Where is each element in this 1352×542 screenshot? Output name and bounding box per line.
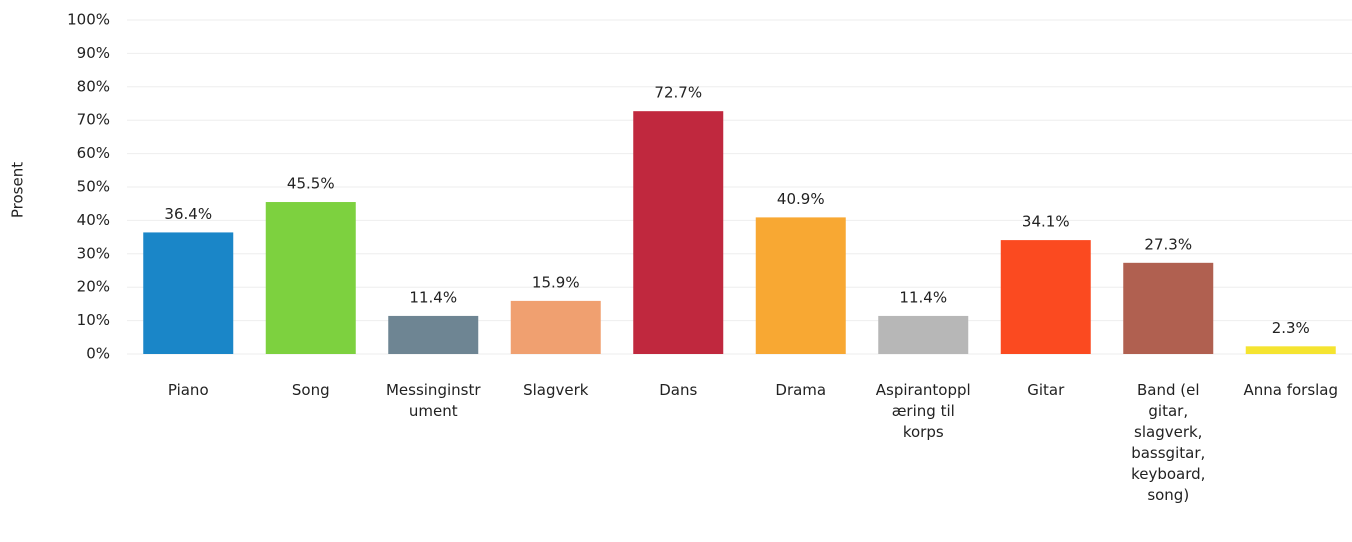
data-label: 27.3% bbox=[1144, 235, 1192, 253]
x-tick-label: Slagverk bbox=[523, 381, 589, 399]
data-label: 11.4% bbox=[409, 288, 457, 306]
y-tick-label: 20% bbox=[77, 278, 110, 296]
data-label: 40.9% bbox=[777, 190, 825, 208]
bar bbox=[510, 300, 601, 354]
x-tick-label: Band (el gitar, slagverk, bassgitar, key… bbox=[1131, 381, 1206, 504]
x-tick-label: Anna forslag bbox=[1243, 381, 1339, 399]
bar bbox=[755, 217, 846, 354]
x-tick-label: Messinginstrument bbox=[385, 381, 481, 420]
bar bbox=[1245, 346, 1336, 354]
data-label: 11.4% bbox=[899, 288, 947, 306]
data-label: 45.5% bbox=[287, 175, 335, 193]
bar bbox=[388, 315, 479, 354]
y-axis-label: Prosent bbox=[9, 162, 27, 218]
bar bbox=[1000, 240, 1091, 354]
y-tick-label: 0% bbox=[86, 345, 110, 363]
data-label: 34.1% bbox=[1022, 213, 1070, 231]
x-tick-label: Dans bbox=[659, 381, 698, 399]
y-tick-label: 50% bbox=[77, 178, 110, 196]
bar bbox=[878, 315, 969, 354]
data-label: 36.4% bbox=[164, 205, 212, 223]
y-tick-label: 30% bbox=[77, 244, 110, 262]
data-label: 2.3% bbox=[1272, 319, 1310, 337]
bar bbox=[265, 202, 356, 354]
data-label: 15.9% bbox=[532, 273, 580, 291]
y-tick-label: 90% bbox=[77, 44, 110, 62]
y-tick-label: 70% bbox=[77, 111, 110, 129]
y-tick-label: 40% bbox=[77, 211, 110, 229]
x-tick-label: Piano bbox=[167, 381, 209, 399]
bar bbox=[143, 232, 234, 354]
y-tick-label: 100% bbox=[67, 11, 110, 29]
bar bbox=[633, 111, 724, 354]
data-label: 72.7% bbox=[654, 84, 702, 102]
x-tick-label: Song bbox=[291, 381, 330, 399]
x-tick-label: Gitar bbox=[1027, 381, 1065, 399]
y-tick-label: 80% bbox=[77, 77, 110, 95]
x-tick-label: Drama bbox=[775, 381, 827, 399]
x-tick-label: Aspirantopplæring til korps bbox=[875, 381, 971, 441]
bar bbox=[1123, 262, 1214, 354]
y-tick-label: 60% bbox=[77, 144, 110, 162]
y-tick-label: 10% bbox=[77, 311, 110, 329]
